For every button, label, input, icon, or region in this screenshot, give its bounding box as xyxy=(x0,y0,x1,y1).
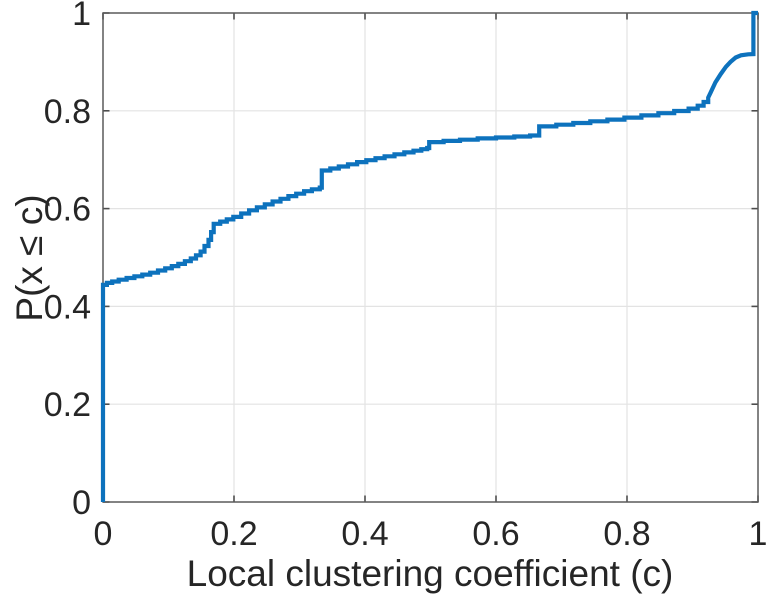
y-tick-label-0.6: 0.6 xyxy=(44,191,91,229)
x-tick-label-1: 1 xyxy=(749,515,766,553)
y-tick-label-1: 1 xyxy=(72,0,91,33)
x-tick-label-0.6: 0.6 xyxy=(472,515,519,553)
y-tick-label-0.2: 0.2 xyxy=(44,386,91,424)
cdf-line xyxy=(100,10,758,502)
plot-background xyxy=(103,13,758,502)
x-tick-labels: 0 0.2 0.4 0.6 0.8 1 xyxy=(94,515,766,553)
y-tick-label-0.8: 0.8 xyxy=(44,93,91,131)
y-axis-label: P(x ≤ c) xyxy=(9,194,50,321)
y-tick-label-0.4: 0.4 xyxy=(44,288,91,326)
x-tick-label-0.2: 0.2 xyxy=(210,515,257,553)
x-tick-label-0.8: 0.8 xyxy=(603,515,650,553)
x-tick-label-0: 0 xyxy=(94,515,113,553)
y-tick-label-0: 0 xyxy=(72,484,91,522)
plot-border xyxy=(102,12,759,503)
gridlines xyxy=(103,13,758,502)
x-axis-label: Local clustering coefficient (c) xyxy=(187,553,674,594)
y-tick-labels: 0 0.2 0.4 0.6 0.8 1 xyxy=(44,0,91,522)
x-tick-label-0.4: 0.4 xyxy=(341,515,388,553)
